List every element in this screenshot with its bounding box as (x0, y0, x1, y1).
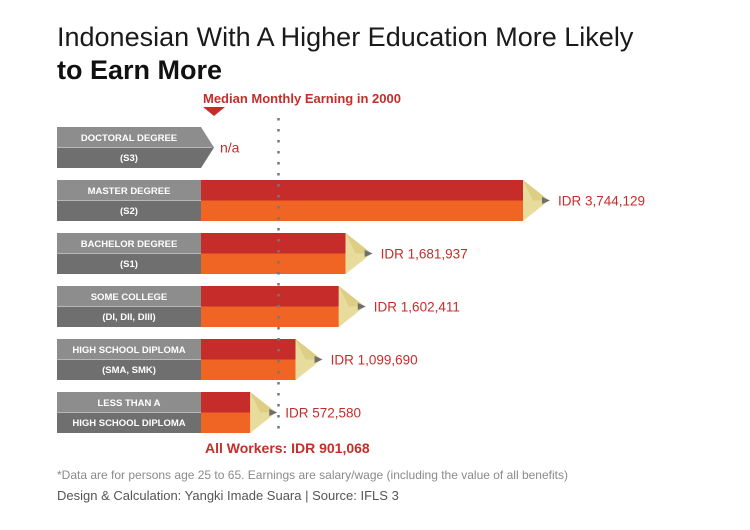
category-label-line1: SOME COLLEGE (91, 292, 168, 303)
category-label-line1: LESS THAN A (98, 398, 161, 409)
education-row: HIGH SCHOOL DIPLOMA (SMA, SMK) IDR 1,099,6… (57, 339, 418, 380)
pencil-tip-lead (364, 250, 373, 257)
pencil-bar-top (201, 392, 251, 413)
category-label-line2: (SMA, SMK) (102, 365, 156, 376)
value-label: IDR 3,744,129 (558, 194, 645, 209)
education-row: MASTER DEGREE (S2) IDR 3,744,129 (57, 180, 645, 221)
pencil-tip-shade (250, 392, 277, 413)
education-row: DOCTORAL DEGREE (S3) n/a (57, 127, 240, 168)
pencil-bar-top (201, 180, 523, 201)
pencil-tip-shade (295, 339, 322, 360)
pencil-bar-bottom (201, 412, 251, 433)
pencil-bar-top (201, 286, 339, 307)
category-label-bg-bottom (57, 306, 214, 327)
pencil-bar-bottom (201, 253, 346, 274)
pencil-tip-lead (357, 303, 366, 310)
category-label-bg-top (57, 339, 214, 360)
pencil-tip-shade (338, 286, 365, 307)
value-label: IDR 572,580 (285, 406, 361, 421)
category-label-bg-top (57, 286, 214, 307)
pencil-tip-lead (269, 409, 278, 416)
chart-title-line2: to Earn More (57, 55, 223, 85)
pencil-tip-shade (523, 180, 549, 201)
pencil-bar-top (201, 233, 346, 254)
pencil-bar-bottom (201, 359, 296, 380)
pencil-tip-shade (345, 233, 372, 254)
category-label-line2: (S1) (120, 259, 138, 270)
pencil-bar (201, 233, 373, 274)
category-label-line1: MASTER DEGREE (88, 186, 171, 197)
category-label-line1: BACHELOR DEGREE (81, 239, 178, 250)
value-label: n/a (220, 140, 240, 156)
pencil-tip-lead (542, 197, 550, 204)
category-label-bg-top (57, 392, 214, 413)
category-label-bg-bottom (57, 359, 214, 380)
median-marker-triangle (203, 107, 225, 116)
pencil-bar (201, 286, 366, 327)
education-row: BACHELOR DEGREE (S1) IDR 1,681,937 (57, 233, 468, 274)
category-label-line2: (DI, DII, DIII) (102, 312, 155, 323)
education-row: SOME COLLEGE (DI, DII, DIII) IDR 1,602,411 (57, 286, 460, 327)
category-label-bg-bottom (57, 412, 214, 433)
education-row: LESS THAN A HIGH SCHOOL DIPLOMA IDR 572,58… (57, 392, 361, 433)
pencil-bar-bottom (201, 200, 523, 221)
category-label-line1: DOCTORAL DEGREE (81, 133, 177, 144)
pencil-bar (201, 339, 323, 380)
source-credit: Design & Calculation: Yangki Imade Suara… (57, 488, 399, 503)
value-label: IDR 1,602,411 (374, 300, 460, 315)
footnote: *Data are for persons age 25 to 65. Earn… (57, 468, 568, 482)
category-label-bg-bottom (57, 200, 214, 221)
pencil-bar (201, 392, 278, 433)
all-workers-label: All Workers: IDR 901,068 (205, 440, 370, 456)
value-label: IDR 1,099,690 (331, 353, 418, 368)
category-label-bg-top (57, 180, 214, 201)
category-label-bg-bottom (57, 253, 214, 274)
category-label-line1: HIGH SCHOOL DIPLOMA (72, 345, 185, 356)
pencil-bar (201, 180, 550, 221)
median-earning-label: Median Monthly Earning in 2000 (203, 91, 401, 106)
category-label-line2: (S2) (120, 206, 138, 217)
pencil-bar-top (201, 339, 296, 360)
pencil-bar-bottom (201, 306, 339, 327)
category-label-bg-bottom (57, 147, 214, 168)
category-label-bg-top (57, 233, 214, 254)
chart-title-line1: Indonesian With A Higher Education More … (57, 22, 634, 52)
category-label-line2: HIGH SCHOOL DIPLOMA (72, 418, 185, 429)
category-label-line2: (S3) (120, 153, 138, 164)
pencil-tip-lead (314, 356, 323, 363)
value-label: IDR 1,681,937 (381, 247, 468, 262)
category-label-bg-top (57, 127, 214, 148)
